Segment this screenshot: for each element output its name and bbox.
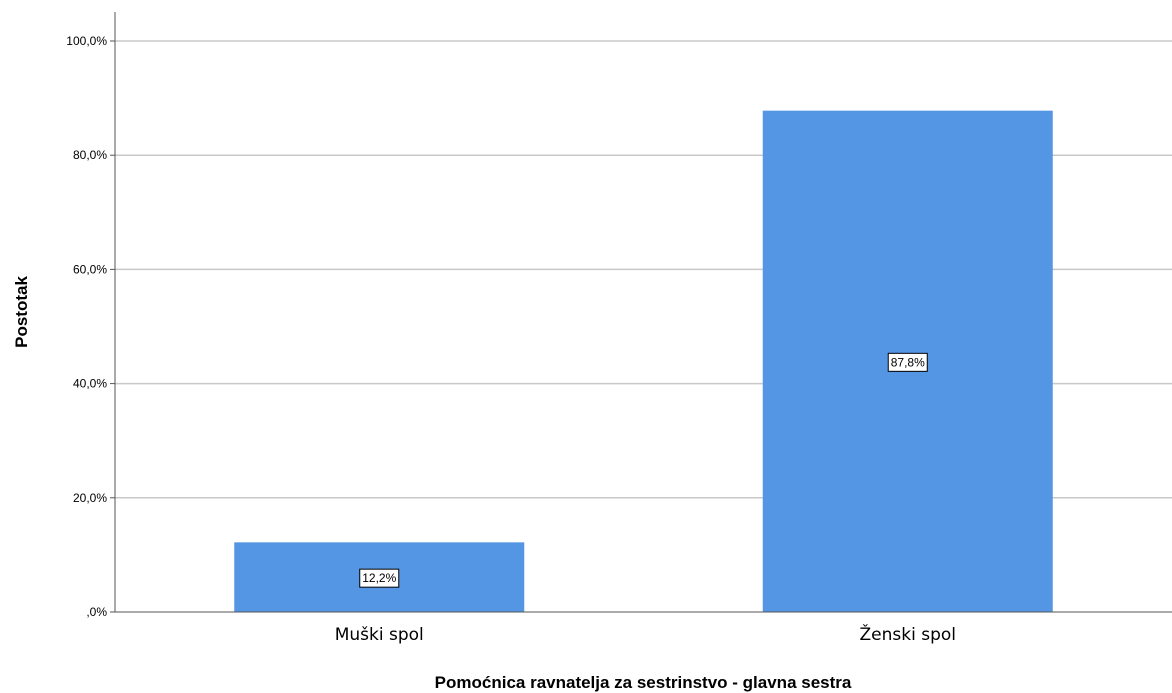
y-tick-label: 20,0% — [73, 491, 107, 505]
y-axis-title: Postotak — [12, 276, 31, 348]
x-category-label: Muški spol — [335, 625, 424, 645]
y-tick-label: 80,0% — [73, 148, 107, 162]
bars: 12,2% 87,8% — [234, 110, 1053, 613]
x-category-label: Ženski spol — [860, 623, 956, 645]
y-tick-label: 40,0% — [73, 377, 107, 391]
y-tick-label: 100,0% — [66, 34, 107, 48]
data-label: 12,2% — [362, 571, 396, 585]
data-label: 87,8% — [891, 355, 925, 369]
y-tick-label: 60,0% — [73, 262, 107, 276]
x-category-labels: Muški spol Ženski spol — [335, 623, 956, 645]
data-label-box — [359, 568, 400, 588]
y-tick-label: ,0% — [86, 605, 107, 619]
x-axis-title: Pomoćnica ravnatelja za sestrinstvo - gl… — [435, 673, 852, 692]
data-label-box — [887, 352, 928, 372]
y-tick-labels: ,0% 20,0% 40,0% 60,0% 80,0% 100,0% — [66, 34, 115, 619]
